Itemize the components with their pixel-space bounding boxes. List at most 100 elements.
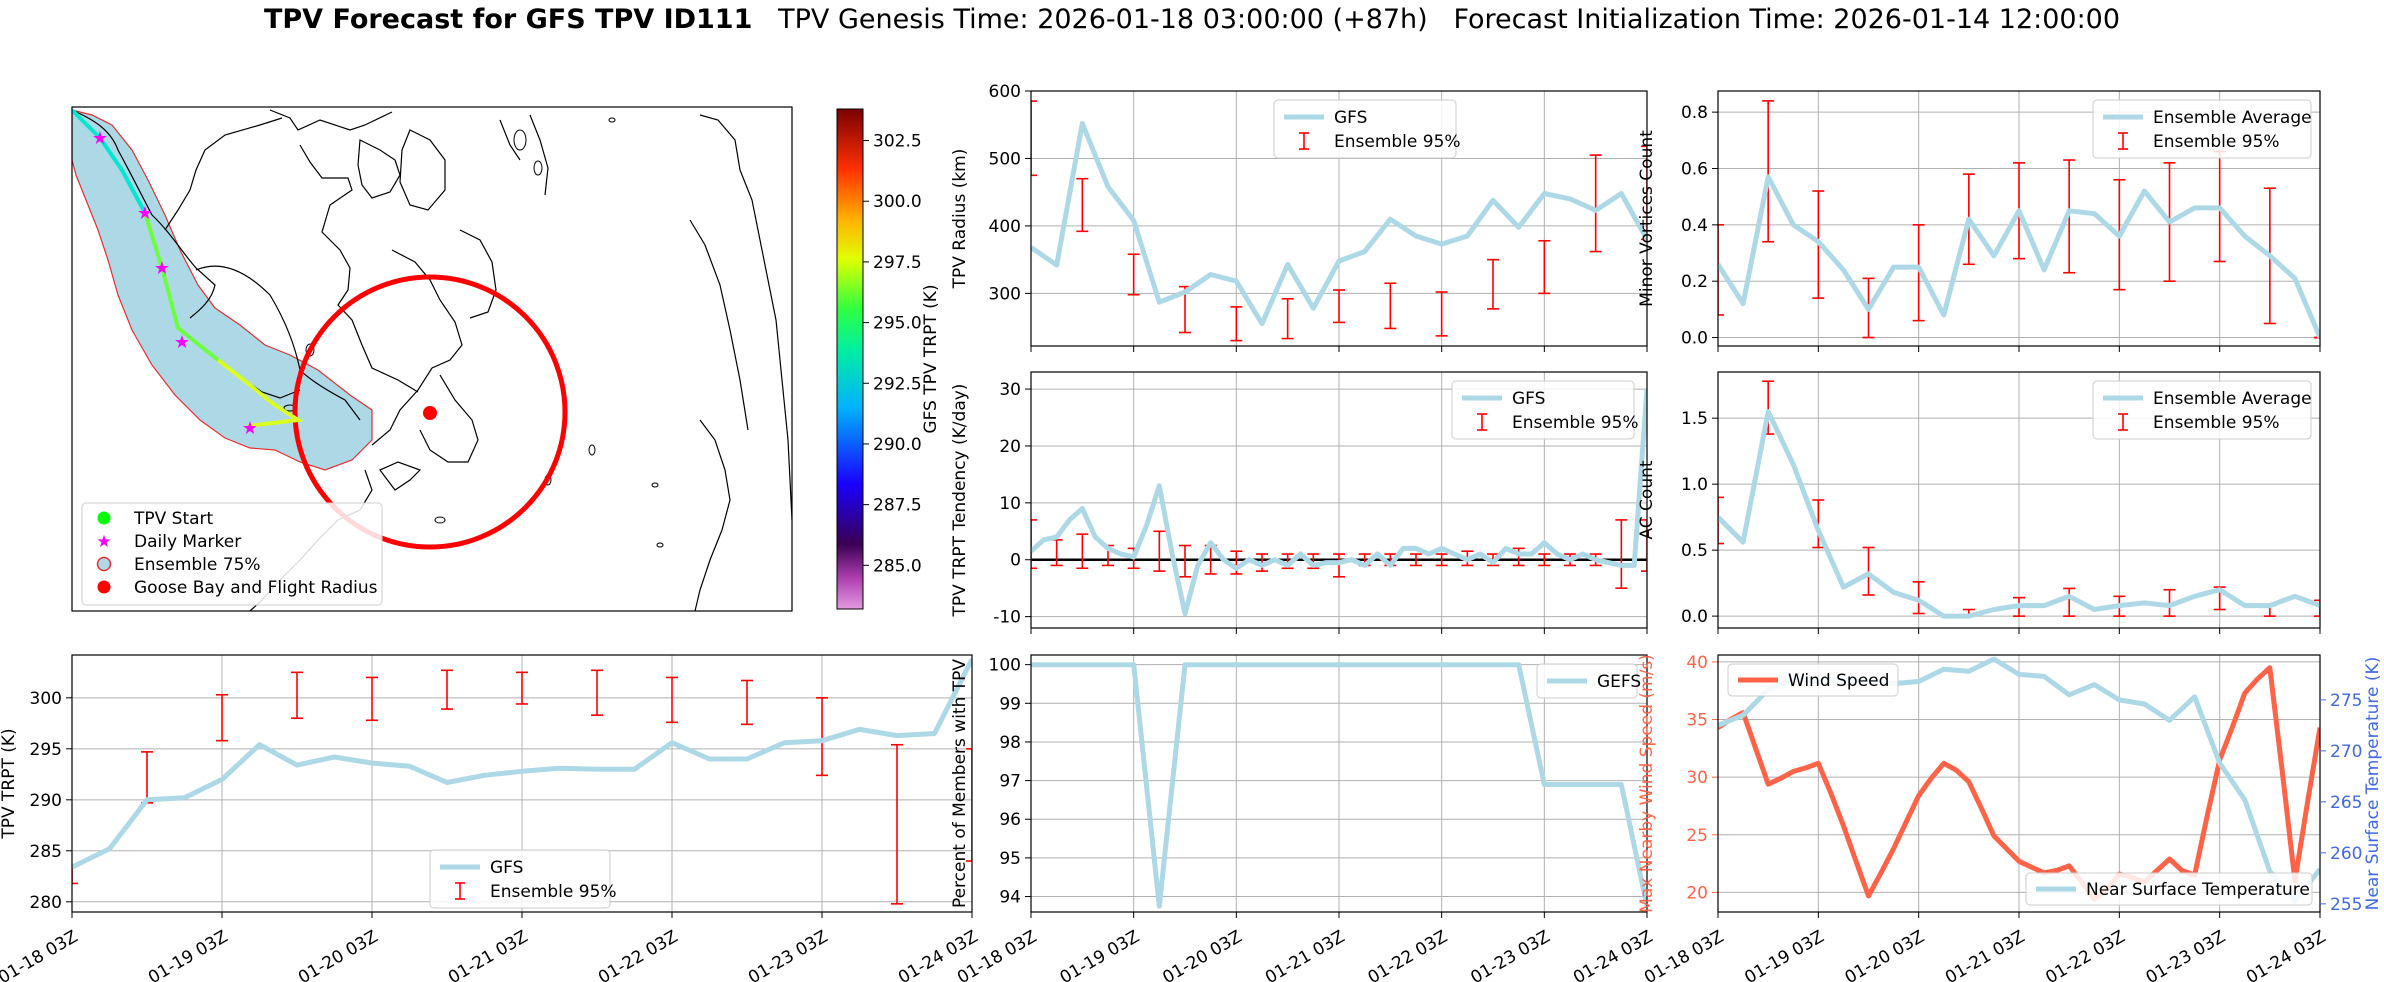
colorbar-tick-label: 287.5 xyxy=(873,496,922,516)
y-axis-label: TPV TRPT Tendency (K/day) xyxy=(950,384,970,618)
y-tick-label: 35 xyxy=(1686,711,1708,731)
y-tick-label: 500 xyxy=(989,149,1021,169)
y2-tick-label: 260 xyxy=(2330,844,2362,864)
y-axis-label: TPV TRPT (K) xyxy=(0,728,19,839)
y-axis-label: Max Nearby Wind Speed (m/s) xyxy=(1637,654,1657,913)
svg-text:★: ★ xyxy=(174,332,190,353)
colorbar-tick-label: 285.0 xyxy=(873,556,922,576)
y-tick-label: -10 xyxy=(993,608,1021,628)
map-legend: TPV Start ★ Daily Marker Ensemble 75% Go… xyxy=(81,502,383,606)
y-axis-label: TPV Radius (km) xyxy=(950,149,970,290)
svg-text:★: ★ xyxy=(137,203,153,224)
x-tick-label: 01-20 03Z xyxy=(1842,927,1928,982)
y2-tick-label: 270 xyxy=(2330,742,2362,762)
legend-tpv_radius: GFS Ensemble 95% xyxy=(1273,99,1461,159)
panel-data xyxy=(1031,388,1647,617)
svg-text:★: ★ xyxy=(242,418,258,439)
x-tick-label: 01-19 03Z xyxy=(1057,927,1143,982)
y-tick-label: 40 xyxy=(1686,653,1708,673)
colorbar-ticks: 302.5 300.0 297.5 295.0 292.5 290.0 287.5 285.0 xyxy=(863,132,922,576)
legend-minor_vortices: Ensemble Average Ensemble 95% xyxy=(2092,99,2312,159)
x-tick-label: 01-19 03Z xyxy=(1741,927,1827,982)
title-genesis: TPV Genesis Time: 2026-01-18 03:00:00 (+… xyxy=(778,4,1428,35)
panel-data xyxy=(1031,662,1647,909)
y-tick-label: 285 xyxy=(30,842,62,862)
series-line-ensemble-average xyxy=(1718,409,2320,619)
tpv-track-colored-3 xyxy=(216,358,304,428)
svg-text:★: ★ xyxy=(92,128,108,149)
plot-frame xyxy=(1030,90,1648,347)
y-tick-label: 20 xyxy=(1686,883,1708,903)
y2-tick-label: 255 xyxy=(2330,895,2362,915)
y-tick-label: 1.0 xyxy=(1681,475,1708,495)
y-tick-label: 0.0 xyxy=(1681,329,1708,349)
y-axis-label: Minor Vortices Count xyxy=(1637,130,1657,307)
x-tick-label: 01-22 03Z xyxy=(2042,927,2128,982)
x-tick-label: 01-22 03Z xyxy=(595,927,681,982)
y-tick-label: 300 xyxy=(30,689,62,709)
legend-label: Ensemble 95% xyxy=(1334,132,1461,152)
y-tick-label: 10 xyxy=(999,494,1021,514)
legend-box xyxy=(1727,663,1899,697)
y-tick-label: 1.5 xyxy=(1681,409,1708,429)
panel-data xyxy=(1718,100,2320,339)
plot-frame xyxy=(71,654,973,913)
colorbar-tick-label: 302.5 xyxy=(873,132,922,152)
panel-tpv_radius: 300 400 500 600 TPV Radius (km) GFS Ensemble 9… xyxy=(950,82,1648,352)
colorbar: 302.5 300.0 297.5 295.0 292.5 290.0 287.5 285.0… xyxy=(836,108,941,610)
x-tick-label: 01-21 03Z xyxy=(1262,927,1348,982)
y-tick-label: 97 xyxy=(999,772,1021,792)
series-line-gfs xyxy=(1031,120,1647,327)
x-tick-label: 01-19 03Z xyxy=(145,927,231,982)
legend-label: Ensemble 95% xyxy=(490,882,617,902)
legend-label: Ensemble 95% xyxy=(2153,413,2280,433)
y-tick-label: 0.8 xyxy=(1681,103,1708,123)
y-tick-label: 0.0 xyxy=(1681,607,1708,627)
plot-frame xyxy=(1030,654,1648,913)
y-axis-label: Percent of Members with TPV xyxy=(950,659,970,908)
colorbar-tick-label: 295.0 xyxy=(873,314,922,334)
legend-label: GEFS xyxy=(1597,672,1641,692)
goose-bay-marker xyxy=(423,406,437,420)
x-tick-label: 01-18 03Z xyxy=(1641,927,1727,982)
legend-label: GFS xyxy=(1334,108,1367,128)
y-tick-label: 94 xyxy=(999,888,1021,908)
panel-data xyxy=(1718,380,2320,619)
colorbar-tick-label: 300.0 xyxy=(873,192,922,212)
y-tick-label: 300 xyxy=(989,284,1021,304)
svg-text:★: ★ xyxy=(154,258,170,279)
y-tick-label: 290 xyxy=(30,791,62,811)
y-tick-label: 25 xyxy=(1686,826,1708,846)
x-tick-label: 01-20 03Z xyxy=(295,927,381,982)
y-tick-label: 96 xyxy=(999,810,1021,830)
legend-star-icon: ★ xyxy=(96,532,111,552)
legend-box xyxy=(2092,99,2312,159)
legend-daily-marker: Daily Marker xyxy=(134,532,241,552)
legend-wind-speed: Wind Speed xyxy=(1727,663,1899,697)
colorbar-label: GFS TPV TRPT (K) xyxy=(921,284,941,433)
y-tick-label: 0.5 xyxy=(1681,541,1708,561)
x-tick-label: 01-24 03Z xyxy=(2243,927,2329,982)
y-tick-label: 20 xyxy=(999,437,1021,457)
y2-axis-label: Near Surface Temperature (K) xyxy=(2363,657,2383,911)
legend-tpv_trpt: GFS Ensemble 95% xyxy=(429,849,617,909)
plot-frame xyxy=(1717,654,2321,913)
y-tick-label: 0.2 xyxy=(1681,272,1708,292)
y-axis-label: AC Count xyxy=(1637,460,1657,539)
legend-label: Ensemble Average xyxy=(2153,389,2312,409)
y-tick-label: 95 xyxy=(999,849,1021,869)
colorbar-tick-label: 290.0 xyxy=(873,435,922,455)
title-init: Forecast Initialization Time: 2026-01-14… xyxy=(1453,4,2121,35)
coastlines xyxy=(72,109,792,611)
legend-box xyxy=(2025,872,2313,906)
legend-start-icon xyxy=(97,511,111,525)
y2-tick-label: 275 xyxy=(2330,691,2362,711)
y2-tick-label: 265 xyxy=(2330,793,2362,813)
legend-label: Ensemble Average xyxy=(2153,108,2312,128)
colorbar-tick-label: 297.5 xyxy=(873,253,922,273)
panel-tpv_trpt: 01-18 03Z 01-19 03Z 01-20 03Z 01-21 03Z 01-2… xyxy=(0,654,981,982)
legend-goose-bay: Goose Bay and Flight Radius xyxy=(134,578,378,598)
x-tick-label: 01-20 03Z xyxy=(1159,927,1245,982)
x-tick-label: 01-23 03Z xyxy=(745,927,831,982)
